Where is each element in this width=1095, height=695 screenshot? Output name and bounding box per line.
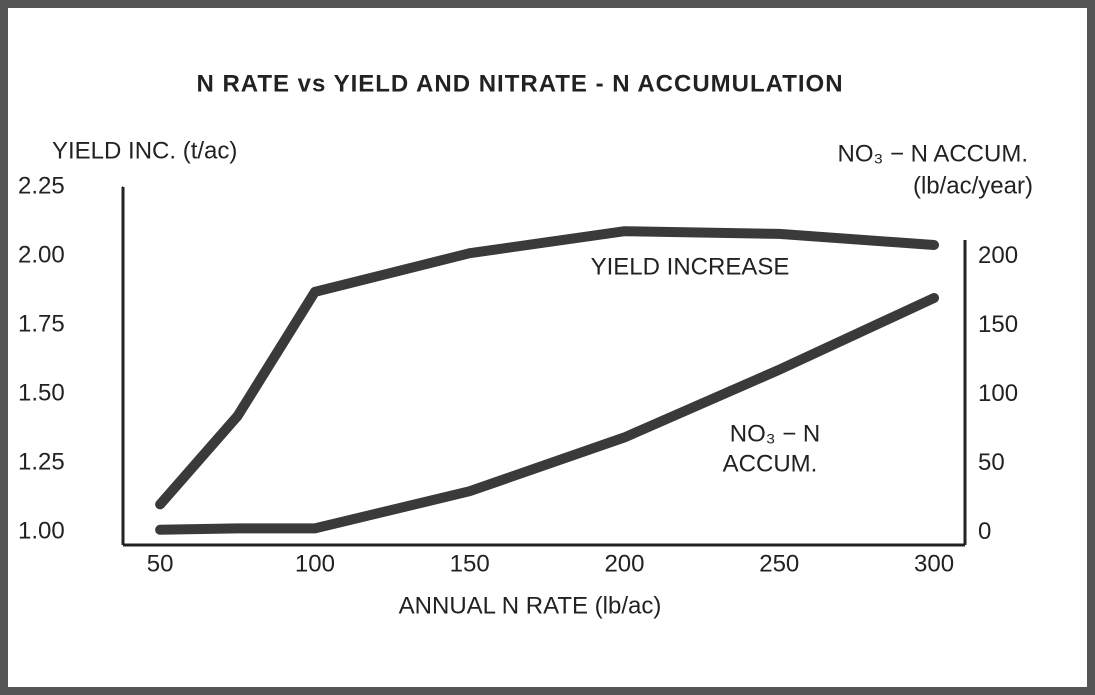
y2-axis-label: (lb/ac/year) xyxy=(913,172,1033,199)
series-line xyxy=(155,293,939,535)
y2-tick-label: 50 xyxy=(978,449,1005,476)
y2-tick-label: 150 xyxy=(978,311,1018,338)
x-tick-label: 200 xyxy=(604,550,644,577)
y-tick-label: 1.25 xyxy=(18,448,65,475)
x-tick-label: 250 xyxy=(759,550,799,577)
y-tick-label: 1.50 xyxy=(18,379,65,406)
annotation: YIELD INCREASE xyxy=(591,253,790,280)
y2-axis-label: NO₃ − N ACCUM. xyxy=(838,140,1028,167)
series-line xyxy=(155,226,939,510)
chart-title: N RATE vs YIELD AND NITRATE - N ACCUMULA… xyxy=(196,70,843,97)
y-axis-label: YIELD INC. (t/ac) xyxy=(52,137,237,164)
y2-tick-label: 200 xyxy=(978,242,1018,269)
x-axis-label: ANNUAL N RATE (lb/ac) xyxy=(399,592,662,619)
y2-tick-label: 100 xyxy=(978,380,1018,407)
y-tick-label: 2.25 xyxy=(18,172,65,199)
x-tick-label: 300 xyxy=(914,550,954,577)
x-tick-label: 100 xyxy=(295,550,335,577)
annotation: ACCUM. xyxy=(723,450,818,477)
annotation: NO₃ − N xyxy=(730,420,820,447)
y-tick-label: 2.00 xyxy=(18,241,65,268)
x-tick-label: 50 xyxy=(147,550,174,577)
x-tick-label: 150 xyxy=(450,550,490,577)
y2-tick-label: 0 xyxy=(978,518,991,545)
y-tick-label: 1.75 xyxy=(18,310,65,337)
y-tick-label: 1.00 xyxy=(18,517,65,544)
